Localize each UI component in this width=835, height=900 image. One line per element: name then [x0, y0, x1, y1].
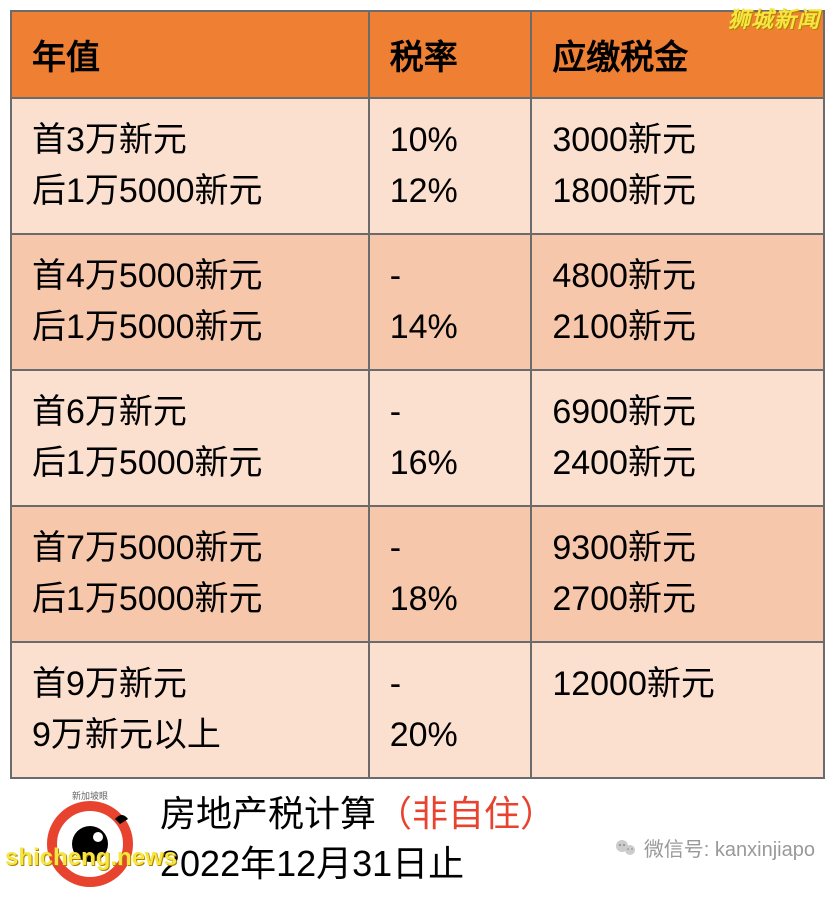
watermark-top-right: 狮城新闻	[728, 2, 820, 34]
cell-rate: -20%	[369, 642, 532, 778]
cell-rate: -18%	[369, 506, 532, 642]
svg-text:新加坡眼: 新加坡眼	[72, 790, 108, 801]
cell-tax: 4800新元2100新元	[531, 234, 824, 370]
cell-bracket: 首9万新元9万新元以上	[11, 642, 369, 778]
table-row: 首3万新元后1万5000新元10%12%3000新元1800新元	[11, 98, 824, 234]
cell-rate: -14%	[369, 234, 532, 370]
cell-tax: 9300新元2700新元	[531, 506, 824, 642]
table-row: 首9万新元9万新元以上-20%12000新元	[11, 642, 824, 778]
caption-text: 房地产税计算（非自住） 2022年12月31日止	[160, 789, 556, 890]
table-body: 首3万新元后1万5000新元10%12%3000新元1800新元首4万5000新…	[11, 98, 824, 778]
cell-bracket: 首7万5000新元后1万5000新元	[11, 506, 369, 642]
tax-table: 年值 税率 应缴税金 首3万新元后1万5000新元10%12%3000新元180…	[10, 10, 825, 779]
header-tax-rate: 税率	[369, 11, 532, 98]
wechat-icon	[614, 836, 638, 860]
watermark-bottom-left: shicheng.news	[5, 844, 177, 872]
wechat-label: 微信号: kanxinjiapo	[644, 833, 815, 862]
wechat-attribution: 微信号: kanxinjiapo	[614, 833, 815, 862]
table-row: 首6万新元后1万5000新元-16%6900新元2400新元	[11, 370, 824, 506]
cell-rate: -16%	[369, 370, 532, 506]
cell-rate: 10%12%	[369, 98, 532, 234]
caption-title: 房地产税计算	[160, 793, 376, 834]
cell-bracket: 首6万新元后1万5000新元	[11, 370, 369, 506]
cell-bracket: 首3万新元后1万5000新元	[11, 98, 369, 234]
caption-date: 2022年12月31日止	[160, 839, 556, 889]
cell-tax: 6900新元2400新元	[531, 370, 824, 506]
source-logo: 新加坡眼	[40, 789, 140, 889]
table-row: 首7万5000新元后1万5000新元-18%9300新元2700新元	[11, 506, 824, 642]
header-annual-value: 年值	[11, 11, 369, 98]
table-row: 首4万5000新元后1万5000新元-14%4800新元2100新元	[11, 234, 824, 370]
cell-tax: 3000新元1800新元	[531, 98, 824, 234]
cell-bracket: 首4万5000新元后1万5000新元	[11, 234, 369, 370]
caption-note: （非自住）	[376, 793, 556, 834]
cell-tax: 12000新元	[531, 642, 824, 778]
